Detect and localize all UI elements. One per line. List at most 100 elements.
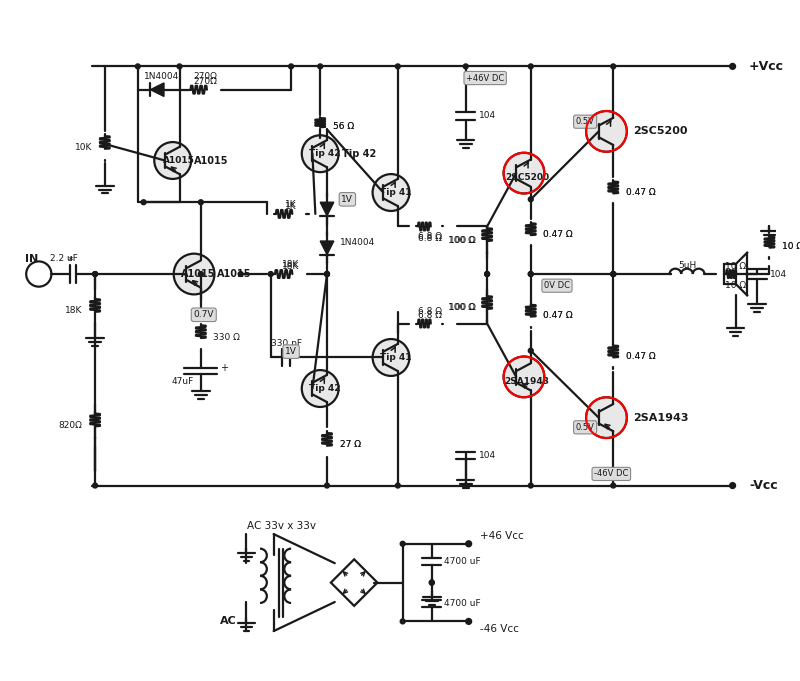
- Circle shape: [302, 136, 338, 172]
- Text: 0.47 Ω: 0.47 Ω: [626, 352, 655, 361]
- Text: Tip 42: Tip 42: [310, 149, 341, 158]
- Circle shape: [154, 142, 191, 179]
- Text: 100 Ω: 100 Ω: [449, 304, 475, 313]
- Text: 0.47 Ω: 0.47 Ω: [626, 352, 655, 361]
- Circle shape: [373, 174, 410, 211]
- Text: 0.5V: 0.5V: [576, 423, 594, 432]
- Text: 18K: 18K: [282, 262, 300, 271]
- Circle shape: [93, 272, 98, 276]
- Text: 1N4004: 1N4004: [340, 238, 375, 247]
- Text: 10 Ω: 10 Ω: [725, 262, 746, 271]
- Text: 0.47 Ω: 0.47 Ω: [543, 311, 573, 320]
- Text: Tip 42: Tip 42: [310, 384, 341, 393]
- Circle shape: [395, 483, 400, 488]
- Circle shape: [289, 64, 294, 69]
- Circle shape: [528, 483, 533, 488]
- Text: 2SA1943: 2SA1943: [634, 413, 689, 423]
- Text: 104: 104: [479, 451, 497, 460]
- Text: 100 Ω: 100 Ω: [448, 236, 474, 244]
- Circle shape: [430, 580, 434, 585]
- Text: 0.7V: 0.7V: [194, 311, 214, 319]
- Text: 1V: 1V: [342, 195, 354, 204]
- Circle shape: [586, 111, 627, 152]
- Circle shape: [730, 483, 735, 488]
- Text: Tip 42: Tip 42: [342, 148, 376, 159]
- Text: 1N4004: 1N4004: [145, 72, 180, 80]
- Text: -46V DC: -46V DC: [594, 469, 629, 479]
- Text: A1015: A1015: [194, 155, 229, 165]
- Circle shape: [528, 272, 533, 276]
- Text: 4700 uF: 4700 uF: [445, 557, 481, 566]
- Text: 56 Ω: 56 Ω: [333, 122, 354, 131]
- Circle shape: [400, 541, 405, 546]
- Text: 10K: 10K: [75, 144, 92, 153]
- Text: 820Ω: 820Ω: [58, 421, 82, 430]
- Circle shape: [611, 272, 616, 276]
- Circle shape: [268, 272, 273, 276]
- Text: 0.47 Ω: 0.47 Ω: [543, 311, 573, 320]
- Circle shape: [325, 272, 330, 276]
- Text: 6.8 Ω: 6.8 Ω: [418, 234, 442, 242]
- Text: 18K: 18K: [282, 260, 300, 269]
- Text: 1V: 1V: [285, 347, 297, 356]
- Text: 2SC5200: 2SC5200: [634, 127, 688, 136]
- Text: 104: 104: [770, 270, 786, 279]
- Circle shape: [528, 272, 533, 276]
- Text: +Vcc: +Vcc: [749, 60, 784, 73]
- Circle shape: [463, 483, 468, 488]
- Circle shape: [93, 272, 98, 276]
- Text: A1015: A1015: [218, 269, 252, 279]
- Circle shape: [318, 64, 322, 69]
- Circle shape: [730, 63, 735, 69]
- Circle shape: [466, 541, 471, 547]
- Circle shape: [485, 272, 490, 276]
- Text: -Vcc: -Vcc: [749, 479, 778, 492]
- Circle shape: [198, 200, 203, 205]
- Circle shape: [177, 64, 182, 69]
- Text: Tip 41: Tip 41: [380, 353, 412, 362]
- Text: 1K: 1K: [286, 202, 297, 210]
- Circle shape: [528, 197, 533, 202]
- Text: 6.8 Ω: 6.8 Ω: [418, 307, 442, 317]
- Text: 104: 104: [479, 112, 497, 121]
- Circle shape: [466, 618, 471, 624]
- Circle shape: [586, 397, 627, 438]
- Text: 10 Ω: 10 Ω: [725, 281, 746, 290]
- Text: 0.47 Ω: 0.47 Ω: [626, 188, 655, 197]
- Circle shape: [503, 357, 544, 397]
- Circle shape: [611, 483, 616, 488]
- Text: 2SA1943: 2SA1943: [504, 377, 550, 386]
- Text: 6.8 Ω: 6.8 Ω: [418, 311, 442, 320]
- Circle shape: [503, 153, 544, 193]
- Text: 47uF: 47uF: [171, 377, 194, 386]
- Text: 330 pF: 330 pF: [270, 339, 302, 349]
- Circle shape: [141, 200, 146, 205]
- Text: 27 Ω: 27 Ω: [340, 441, 361, 449]
- Circle shape: [485, 272, 490, 276]
- Circle shape: [93, 483, 98, 488]
- Text: 10 Ω: 10 Ω: [782, 242, 800, 251]
- Circle shape: [611, 272, 616, 276]
- Text: 270Ω: 270Ω: [194, 78, 218, 86]
- Text: 100 Ω: 100 Ω: [448, 304, 474, 313]
- Polygon shape: [150, 83, 164, 97]
- Circle shape: [400, 619, 405, 624]
- Text: 2SC5200: 2SC5200: [505, 174, 549, 183]
- Text: AC: AC: [220, 616, 236, 627]
- Text: 5uH: 5uH: [678, 261, 696, 270]
- Text: 0.5V: 0.5V: [576, 117, 594, 126]
- Circle shape: [528, 64, 533, 69]
- Circle shape: [611, 64, 616, 69]
- Circle shape: [463, 64, 468, 69]
- Circle shape: [373, 339, 410, 376]
- Circle shape: [611, 272, 616, 276]
- Text: +: +: [220, 363, 228, 373]
- Circle shape: [528, 348, 533, 353]
- Text: 0.47 Ω: 0.47 Ω: [626, 188, 655, 197]
- Circle shape: [325, 483, 330, 488]
- Circle shape: [174, 253, 214, 294]
- Text: 100 Ω: 100 Ω: [449, 236, 475, 244]
- Text: IN: IN: [26, 253, 38, 264]
- Text: 4700 uF: 4700 uF: [445, 599, 481, 608]
- Circle shape: [302, 370, 338, 407]
